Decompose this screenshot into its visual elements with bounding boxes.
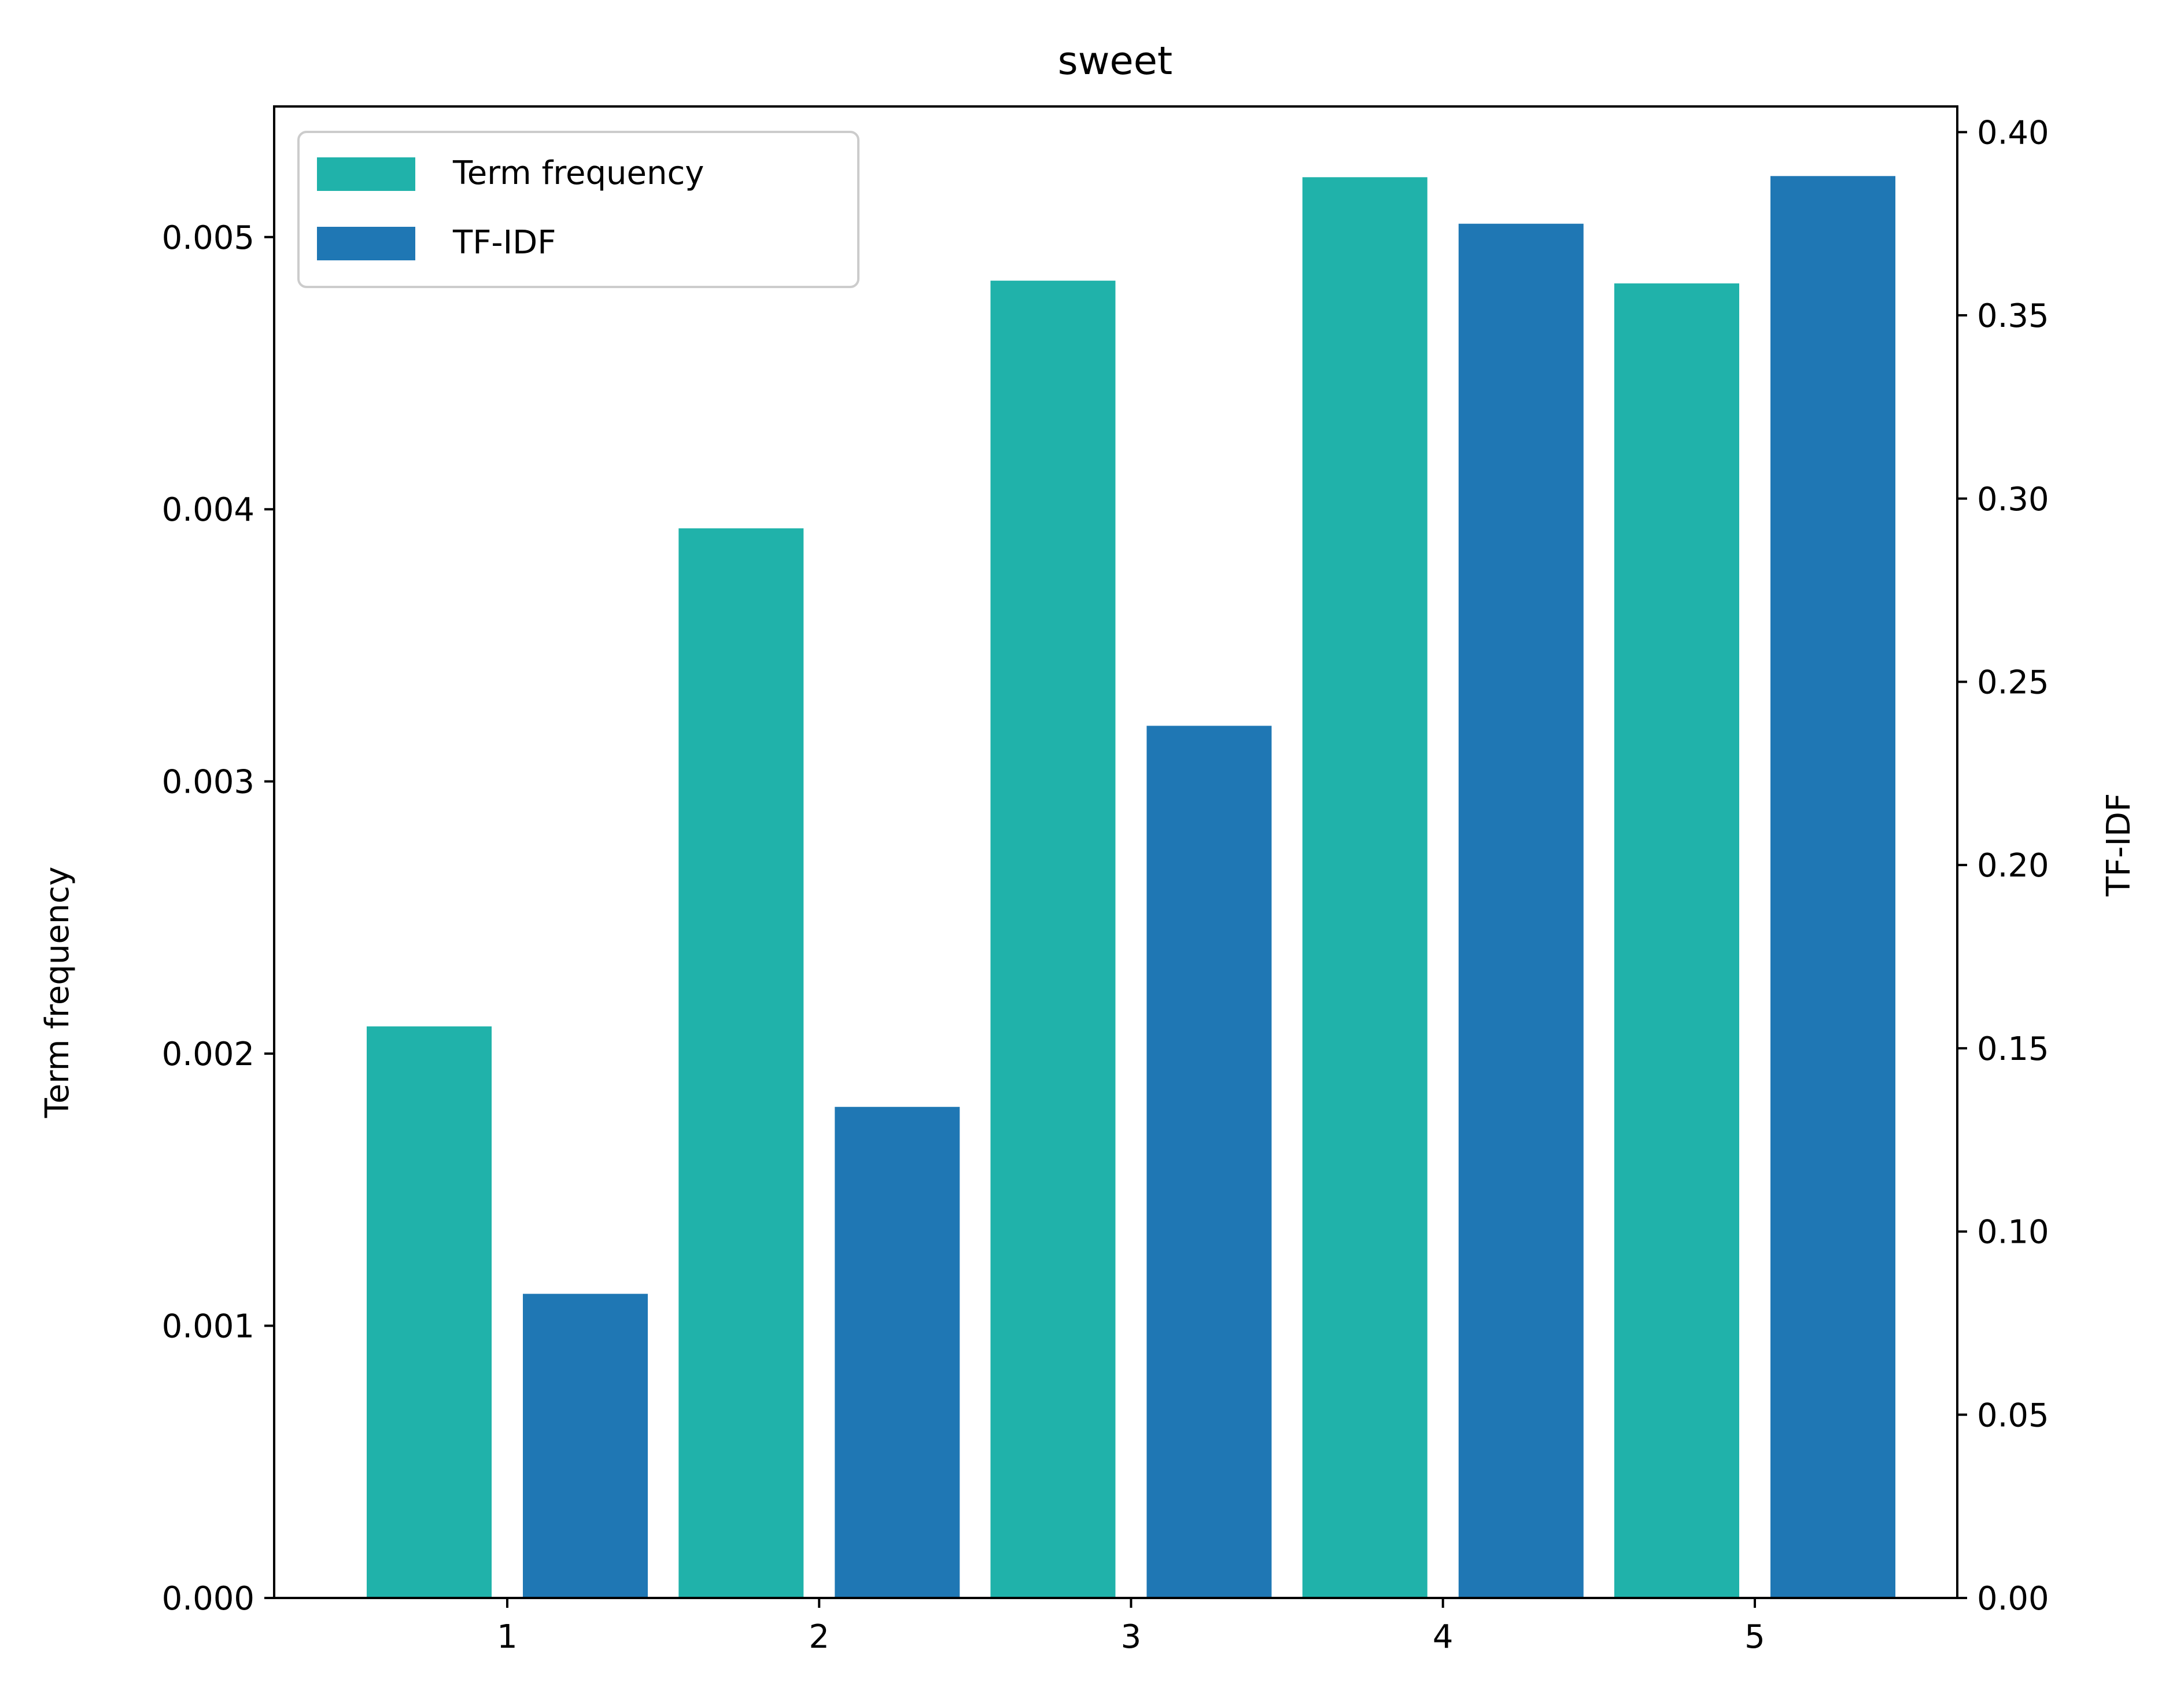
x-tick-label: 3 <box>1121 1618 1142 1656</box>
y-right-tick-label: 0.30 <box>1977 481 2049 518</box>
chart-title: sweet <box>1058 38 1172 83</box>
bar-tf-idf-5 <box>1770 176 1895 1598</box>
legend-swatch-tf-idf <box>317 227 415 260</box>
y-axis-left-label: Term frequency <box>39 867 76 1118</box>
y-right-tick-label: 0.00 <box>1977 1580 2049 1618</box>
y-right-tick-label: 0.05 <box>1977 1397 2049 1434</box>
y-left-tick-label: 0.000 <box>162 1580 254 1618</box>
y-right-tick-label: 0.20 <box>1977 847 2049 885</box>
plot-frame <box>273 105 1958 1599</box>
y-right-tick-label: 0.40 <box>1977 114 2049 152</box>
x-tick-label: 2 <box>809 1618 829 1656</box>
x-tick-label: 1 <box>497 1618 518 1656</box>
x-tick-label: 5 <box>1744 1618 1765 1656</box>
legend-label-term-frequency: Term frequency <box>452 154 704 192</box>
bar-term-frequency-5 <box>1614 283 1739 1598</box>
y-left-tick-label: 0.004 <box>162 491 254 529</box>
legend-label-tf-idf: TF-IDF <box>452 224 556 262</box>
bar-tf-idf-2 <box>835 1107 960 1598</box>
bar-tf-idf-1 <box>523 1294 648 1598</box>
bar-term-frequency-1 <box>367 1026 492 1598</box>
axes-layer: 0.000 0.001 0.002 0.003 0.004 0.005 0.00 0.05 0.… <box>162 105 2049 1656</box>
y-right-tick-label: 0.35 <box>1977 297 2049 335</box>
bar-term-frequency-4 <box>1302 177 1427 1598</box>
y-axis-right-label: TF-IDF <box>2100 793 2138 897</box>
y-right-tick-label: 0.15 <box>1977 1030 2049 1068</box>
x-tick-label: 4 <box>1433 1618 1453 1656</box>
bar-term-frequency-3 <box>990 281 1116 1598</box>
legend-swatch-term-frequency <box>317 157 415 191</box>
y-right-tick-label: 0.10 <box>1977 1214 2049 1251</box>
bars-layer <box>367 176 1895 1599</box>
y-left-tick-label: 0.005 <box>162 219 254 257</box>
bar-tf-idf-4 <box>1458 223 1584 1599</box>
legend-frame <box>297 131 859 288</box>
y-right-tick-label: 0.25 <box>1977 664 2049 701</box>
bar-tf-idf-3 <box>1146 726 1272 1598</box>
y-left-tick-label: 0.003 <box>162 764 254 801</box>
legend: Term frequency TF-IDF <box>297 131 859 288</box>
y-left-tick-label: 0.002 <box>162 1036 254 1073</box>
bar-term-frequency-2 <box>678 528 804 1599</box>
y-left-tick-label: 0.001 <box>162 1308 254 1346</box>
